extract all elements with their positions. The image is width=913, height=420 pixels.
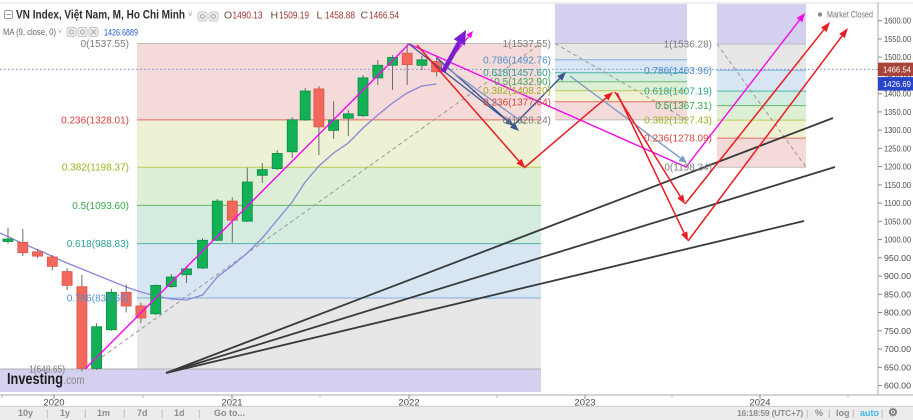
svg-text:950.00: 950.00 [884,253,911,263]
svg-text:650.00: 650.00 [884,362,911,372]
svg-text:1509.19: 1509.19 [279,10,309,22]
svg-text:0.618(1457.60): 0.618(1457.60) [483,68,551,79]
svg-text:Investing: Investing [7,371,63,388]
svg-text:0(1328.24): 0(1328.24) [503,115,551,126]
svg-text:850.00: 850.00 [884,289,911,299]
svg-text:MA (9, close, 0): MA (9, close, 0) [3,27,56,38]
svg-text:1466.54: 1466.54 [883,64,911,74]
svg-text:2021: 2021 [221,398,242,409]
svg-text:0(1537.55): 0(1537.55) [81,39,129,50]
svg-text:1250.00: 1250.00 [884,143,911,153]
svg-text:O: O [224,10,232,22]
svg-text:1400.00: 1400.00 [884,89,911,99]
svg-text:2020: 2020 [43,398,64,409]
svg-text:Market Closed: Market Closed [827,10,873,21]
svg-text:C: C [361,10,369,22]
svg-text:1458.88: 1458.88 [325,10,355,22]
svg-text:1(1536.28): 1(1536.28) [664,40,712,51]
svg-text:600.00: 600.00 [884,381,911,391]
svg-text:2023: 2023 [574,398,595,409]
svg-text:L: L [317,10,323,22]
svg-text:750.00: 750.00 [884,326,911,336]
svg-text:1466.54: 1466.54 [369,10,399,22]
svg-text:0.618(988.83): 0.618(988.83) [67,239,129,250]
svg-text:1(1537.55): 1(1537.55) [503,39,551,50]
svg-text:0.786(1492.76): 0.786(1492.76) [483,55,551,66]
svg-text:1550.00: 1550.00 [884,34,911,44]
svg-text:1300.00: 1300.00 [884,125,911,135]
svg-text:900.00: 900.00 [884,271,911,281]
svg-text:0.786(1463.96): 0.786(1463.96) [644,66,712,77]
svg-text:0.5(1432.90): 0.5(1432.90) [494,77,551,88]
svg-text:0.382(1198.37): 0.382(1198.37) [62,163,129,174]
svg-text:1150.00: 1150.00 [884,180,911,190]
svg-text:1500.00: 1500.00 [884,52,911,62]
svg-text:800.00: 800.00 [884,308,911,318]
svg-text:1(648.65): 1(648.65) [29,365,65,376]
svg-text:0.382(1327.43): 0.382(1327.43) [644,116,712,127]
svg-text:2024: 2024 [749,398,770,409]
svg-text:0.236(1278.09): 0.236(1278.09) [644,134,712,145]
svg-text:1600.00: 1600.00 [884,16,911,26]
svg-text:0.382(1408.20): 0.382(1408.20) [483,86,551,97]
svg-text:1426.69: 1426.69 [883,79,911,89]
svg-text:˅: ˅ [188,10,193,19]
svg-text:VN Index, Việt Nam, M, Ho Chi: VN Index, Việt Nam, M, Ho Chi Minh [16,10,185,22]
svg-text:0.236(1377.64): 0.236(1377.64) [483,97,551,108]
svg-text:0.618(1407.19): 0.618(1407.19) [644,87,712,98]
svg-text:0.236(1328.01): 0.236(1328.01) [61,115,129,126]
svg-text:.com: .com [64,373,85,387]
svg-text:˅: ˅ [58,29,62,36]
svg-text:700.00: 700.00 [884,344,911,354]
svg-text:1100.00: 1100.00 [884,198,911,208]
svg-text:0(1198.34): 0(1198.34) [664,163,712,174]
svg-text:1050.00: 1050.00 [884,216,911,226]
svg-text:H: H [271,10,279,22]
svg-text:0.786(839.66): 0.786(839.66) [67,294,129,305]
svg-text:2022: 2022 [398,398,419,409]
svg-text:1490.13: 1490.13 [233,10,263,22]
svg-text:1200.00: 1200.00 [884,162,911,172]
svg-text:0.5(1367.31): 0.5(1367.31) [655,101,712,112]
svg-text:0.5(1093.60): 0.5(1093.60) [72,201,129,212]
svg-text:1426.6889: 1426.6889 [104,28,138,39]
svg-text:1000.00: 1000.00 [884,235,911,245]
svg-text:1350.00: 1350.00 [884,107,911,117]
